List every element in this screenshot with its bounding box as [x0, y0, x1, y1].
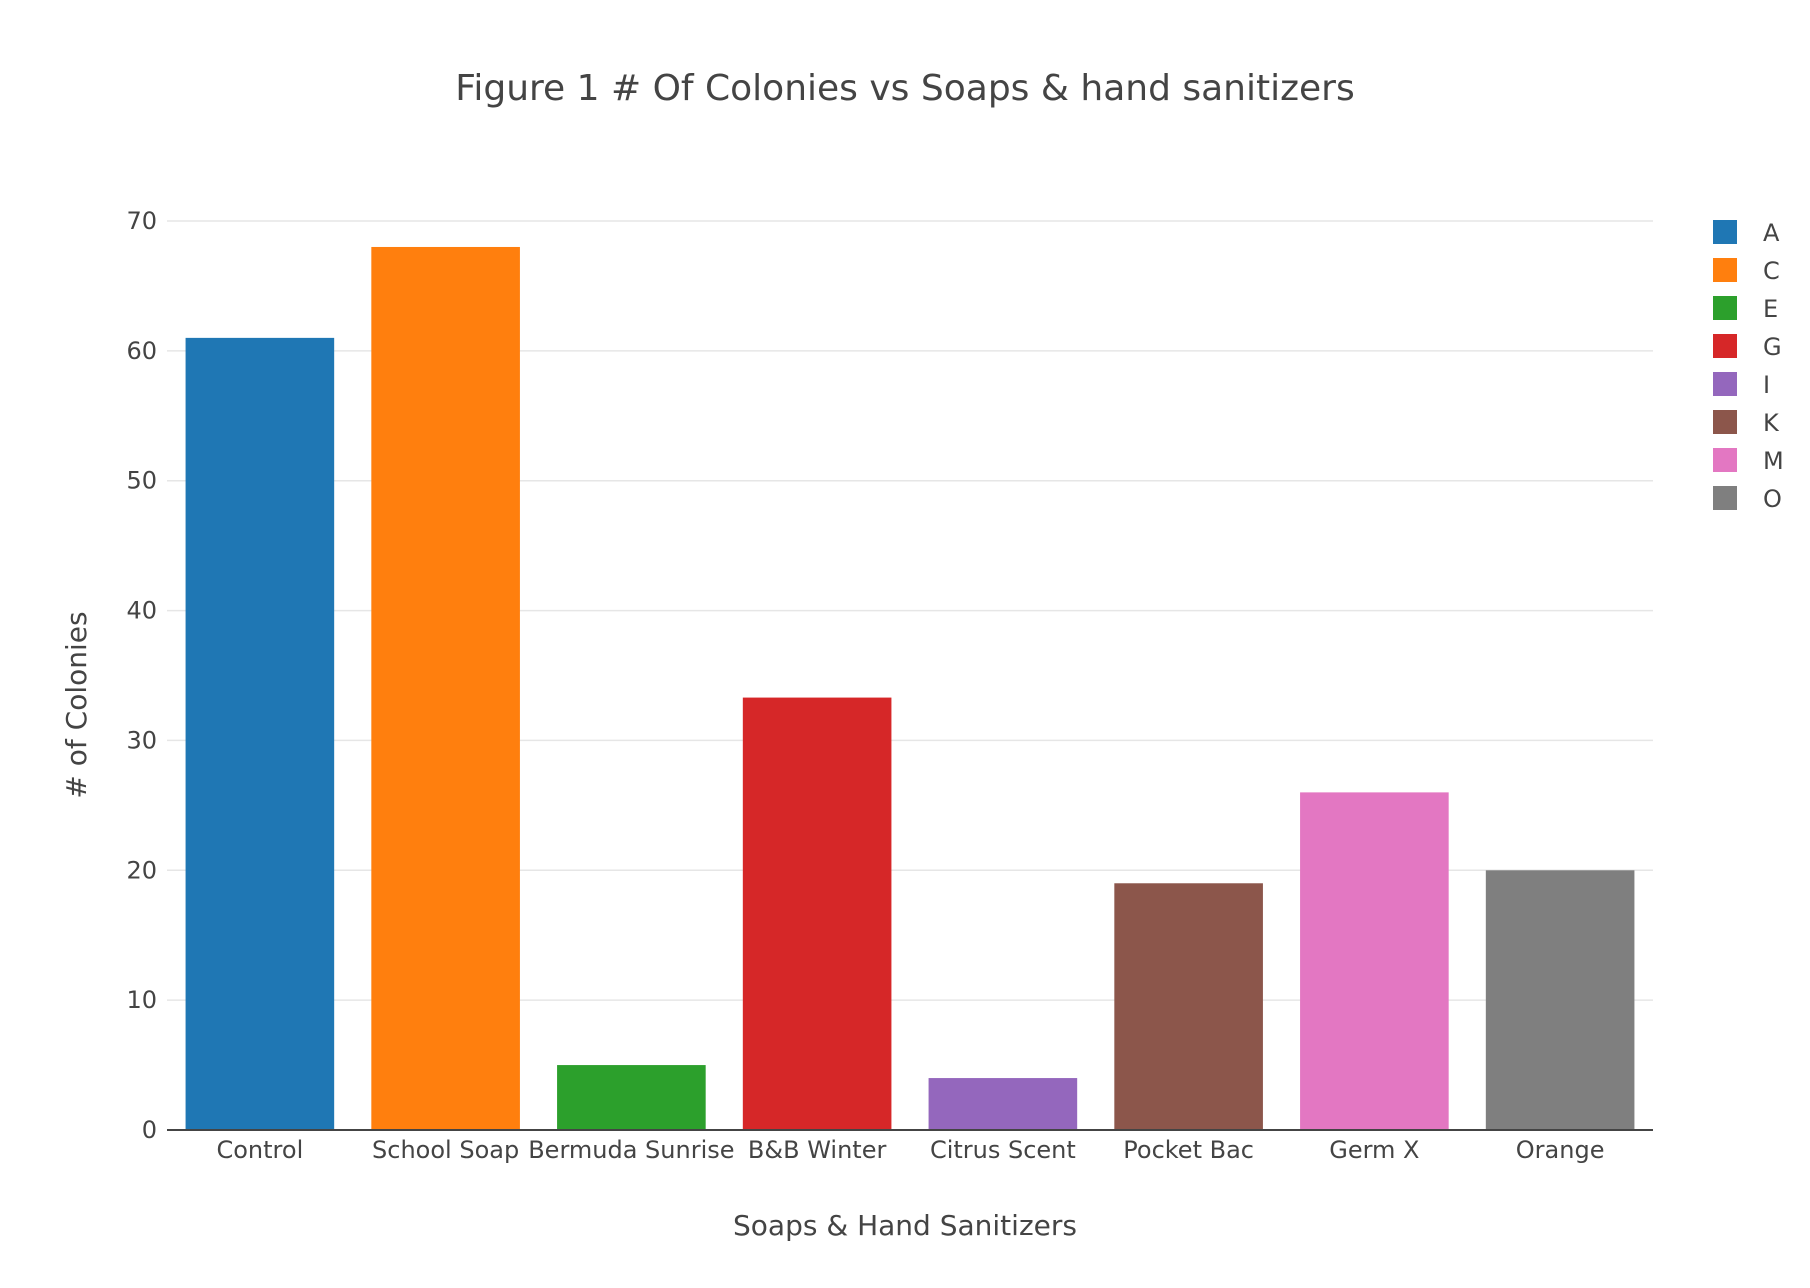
bar-germ-x[interactable]: [1300, 792, 1449, 1130]
y-tick-labels: 0 10 20 30 40 50 60 70: [126, 207, 157, 1144]
bars: [185, 246, 1635, 1130]
legend-item-label: I: [1763, 371, 1770, 399]
x-tick-label: Control: [216, 1136, 303, 1164]
legend-swatch: [1713, 410, 1737, 434]
y-tick-label: 50: [126, 467, 157, 495]
y-tick-label: 0: [142, 1116, 157, 1144]
legend-item-label: E: [1763, 295, 1778, 323]
bar-control[interactable]: [185, 337, 335, 1130]
y-tick-label: 60: [126, 337, 157, 365]
bar-bermuda-sunrise[interactable]: [557, 1065, 706, 1130]
y-axis-title: # of Colonies: [60, 611, 93, 798]
legend-swatch: [1713, 372, 1737, 396]
legend-swatch: [1713, 486, 1737, 510]
bar-school-soap[interactable]: [371, 246, 520, 1130]
legend-swatch: [1713, 220, 1737, 244]
bar-b-b-winter[interactable]: [742, 697, 892, 1130]
legend-swatch: [1713, 296, 1737, 320]
bar-orange[interactable]: [1485, 870, 1635, 1130]
x-tick-label: Germ X: [1329, 1136, 1419, 1164]
legend-item-label: K: [1763, 409, 1780, 437]
y-tick-label: 40: [126, 597, 157, 625]
legend-swatch: [1713, 334, 1737, 358]
bar-citrus-scent[interactable]: [928, 1078, 1078, 1130]
y-tick-label: 10: [126, 986, 157, 1014]
y-tick-label: 30: [126, 726, 157, 754]
x-tick-label: School Soap: [372, 1136, 519, 1164]
x-tick-label: Pocket Bac: [1123, 1136, 1254, 1164]
y-tick-label: 70: [126, 207, 157, 235]
x-tick-label: Bermuda Sunrise: [528, 1136, 734, 1164]
x-axis-title: Soaps & Hand Sanitizers: [733, 1209, 1077, 1242]
y-tick-label: 20: [126, 856, 157, 884]
legend-swatch: [1713, 448, 1737, 472]
legend-item-label: G: [1763, 333, 1782, 361]
legend-swatch: [1713, 258, 1737, 282]
legend-item-label: A: [1763, 219, 1780, 247]
x-tick-label: Citrus Scent: [930, 1136, 1076, 1164]
x-tick-label: Orange: [1516, 1136, 1605, 1164]
x-tick-label: B&B Winter: [748, 1136, 887, 1164]
legend-item-label: O: [1763, 485, 1782, 513]
x-tick-labels: Control School Soap Bermuda Sunrise B&B Win…: [216, 1136, 1604, 1164]
bar-pocket-bac[interactable]: [1114, 883, 1263, 1130]
legend-item-label: C: [1763, 257, 1780, 285]
chart-title: Figure 1 # Of Colonies vs Soaps & hand s…: [455, 68, 1354, 109]
legend-item-label: M: [1763, 447, 1784, 475]
